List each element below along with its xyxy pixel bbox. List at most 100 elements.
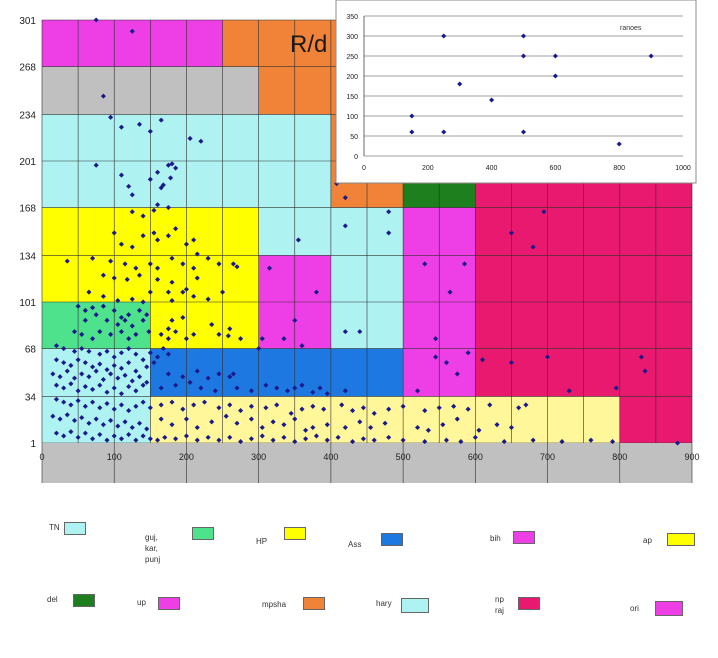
y-tick-label: 68 [25, 345, 37, 356]
data-point [292, 439, 298, 445]
data-point [144, 379, 150, 385]
legend-swatch [73, 594, 95, 607]
data-point [225, 333, 231, 339]
data-point [165, 371, 171, 377]
data-point [129, 323, 135, 329]
data-point [317, 385, 323, 391]
data-point [400, 403, 406, 409]
legend-swatch [192, 527, 214, 540]
data-point [480, 357, 486, 363]
data-point [281, 336, 287, 342]
data-point [292, 317, 298, 323]
data-point [173, 382, 179, 388]
data-point [198, 138, 204, 144]
data-point [386, 406, 392, 412]
data-point [165, 204, 171, 211]
data-point [155, 237, 161, 243]
data-point [136, 420, 143, 426]
data-point [118, 365, 124, 371]
data-point [133, 388, 139, 394]
data-point [124, 276, 130, 282]
data-point [100, 293, 106, 299]
inset-x-tick-label: 0 [362, 165, 366, 172]
data-point [61, 360, 67, 366]
legend-swatch [158, 597, 180, 610]
data-point [151, 207, 157, 213]
data-point [155, 169, 161, 175]
data-point [440, 422, 446, 428]
data-point [541, 209, 547, 215]
data-point [350, 439, 356, 445]
y-tick-label: 301 [19, 16, 36, 27]
data-point [191, 402, 197, 408]
data-point [136, 272, 143, 278]
x-tick-label: 200 [179, 452, 194, 462]
data-point [140, 357, 146, 363]
data-point [140, 317, 146, 323]
y-tick-label: 34 [25, 392, 37, 403]
data-point [144, 426, 150, 432]
data-point [165, 289, 171, 295]
data-point [508, 230, 514, 236]
data-point [118, 329, 124, 335]
data-point [133, 437, 139, 443]
data-point [508, 360, 514, 366]
data-point [140, 213, 146, 219]
data-point [274, 402, 280, 408]
data-point [144, 364, 150, 370]
data-point [238, 408, 244, 414]
data-point [155, 265, 161, 271]
data-point [191, 293, 197, 299]
legend-label: hary [376, 599, 392, 608]
data-point [270, 419, 276, 425]
data-point [230, 371, 236, 377]
data-point [223, 413, 229, 419]
data-point [122, 372, 128, 378]
data-point [61, 385, 67, 391]
data-point [530, 244, 536, 250]
data-point [360, 405, 366, 411]
data-point [422, 261, 428, 267]
data-point [205, 255, 211, 261]
data-point [487, 402, 493, 408]
inset-x-tick-label: 1000 [675, 165, 691, 172]
x-tick-label: 100 [107, 452, 122, 462]
data-point [248, 436, 254, 442]
data-point [155, 276, 161, 282]
data-point [342, 388, 348, 394]
data-point [90, 305, 96, 311]
legend-swatch [655, 601, 683, 616]
legend-label: mpsha [262, 600, 287, 609]
data-point [212, 388, 218, 394]
data-point [68, 402, 74, 408]
data-point [248, 403, 254, 409]
inset-background [335, 0, 697, 184]
x-tick-label: 500 [396, 452, 411, 462]
data-point [191, 331, 197, 337]
data-point [465, 406, 471, 412]
legend-label: guj, kar, punj [145, 533, 161, 564]
data-point [75, 303, 81, 309]
data-point [234, 385, 240, 391]
data-point [382, 420, 388, 426]
data-point [165, 326, 171, 332]
data-point [295, 237, 301, 243]
data-point [566, 388, 572, 394]
data-point [160, 345, 166, 352]
data-point [93, 416, 99, 422]
data-point [126, 384, 132, 390]
data-point [183, 241, 189, 247]
data-point [443, 437, 449, 443]
data-point [136, 374, 143, 380]
data-point [93, 312, 99, 318]
data-point [169, 317, 175, 323]
data-point [155, 354, 161, 360]
y-tick-label: 134 [19, 251, 36, 262]
data-point [443, 360, 449, 366]
data-point [191, 265, 197, 271]
legend-label: del [47, 595, 58, 604]
inset-y-tick-label: 100 [346, 114, 358, 121]
data-point [238, 336, 244, 342]
data-point [169, 422, 175, 428]
